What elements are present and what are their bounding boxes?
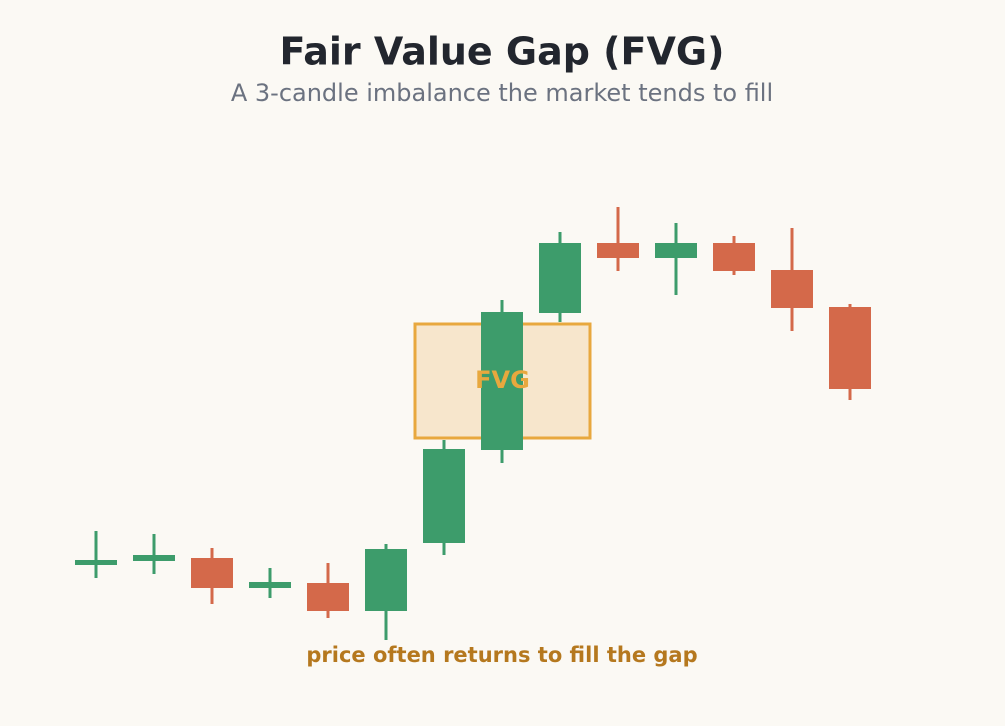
candle-body (829, 307, 871, 389)
candle-body (655, 243, 697, 258)
candle-body (539, 243, 581, 313)
candle-body (365, 549, 407, 611)
candle-body (307, 583, 349, 611)
candle-body (713, 243, 755, 271)
candle-body (597, 243, 639, 258)
candle-body (481, 312, 523, 450)
chart-title: Fair Value Gap (FVG) (280, 30, 725, 74)
annotation: price often returns to fill the gap (306, 643, 697, 667)
candle-body (133, 555, 175, 561)
candle-body (423, 449, 465, 543)
candle-body (75, 560, 117, 565)
chart-subtitle: A 3-candle imbalance the market tends to… (231, 79, 773, 107)
fvg-label: FVG (475, 366, 530, 394)
candle-body (249, 582, 291, 588)
candle-body (771, 270, 813, 308)
candle-body (191, 558, 233, 588)
